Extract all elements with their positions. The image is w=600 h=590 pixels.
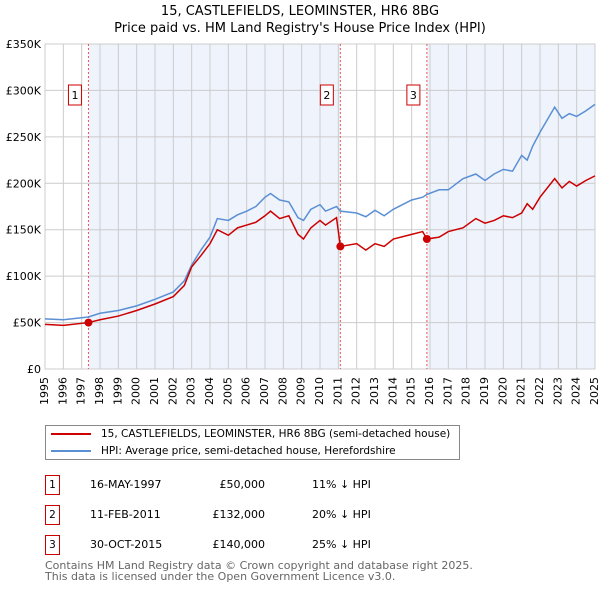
hpi-line [44, 103, 596, 321]
x-tick-label: 2010 [313, 377, 326, 405]
legend-label-property: 15, CASTLEFIELDS, LEOMINSTER, HR6 8BG (s… [101, 428, 451, 440]
legend-label-hpi: HPI: Average price, semi-detached house,… [101, 445, 396, 457]
y-tick-label: £0 [27, 363, 41, 376]
x-tick-label: 2013 [368, 377, 381, 405]
chart-subtitle: Price paid vs. HM Land Registry's House … [114, 21, 486, 36]
y-tick-label: £350K [6, 38, 42, 51]
sale-label-box [67, 84, 82, 106]
x-tick-label: 2015 [405, 377, 418, 405]
legend: 15, CASTLEFIELDS, LEOMINSTER, HR6 8BG (s… [45, 425, 460, 460]
sale-label: 1 [71, 89, 78, 102]
x-tick-label: 2019 [478, 377, 491, 405]
sale-hpi-diff: 11% ↓ HPI [312, 478, 371, 491]
y-tick-label: £50K [13, 317, 42, 330]
sale-point [336, 242, 345, 251]
chart-title: 15, CASTLEFIELDS, LEOMINSTER, HR6 8BG [160, 4, 440, 19]
x-tick-label: 2000 [130, 377, 143, 405]
x-tick-label: 2003 [185, 377, 198, 405]
x-tick-label: 2009 [295, 377, 308, 405]
price-chart: 1995 1996 1997 1998 1999 2000 2001 2002 2003 2004… [6, 38, 600, 405]
sale-row: 1 16-MAY-1997 £50,000 11% ↓ HPI [45, 475, 445, 495]
y-tick-label: £100K [6, 270, 42, 283]
y-tick-label: £150K [6, 224, 42, 237]
y-tick-label: £250K [6, 131, 42, 144]
x-tick-label: 2005 [221, 377, 234, 405]
x-tick-label: 2017 [441, 377, 454, 405]
x-tick-label: 2025 [588, 377, 600, 405]
x-tick-label: 2012 [350, 377, 363, 405]
y-tick-label: £200K [6, 177, 42, 190]
sale-label: 3 [410, 89, 417, 102]
x-tick-label: 1997 [75, 377, 88, 405]
sale-number-box: 1 [45, 475, 60, 495]
x-tick-label: 2014 [386, 377, 399, 405]
x-tick-label: 2018 [460, 377, 473, 405]
x-tick-label: 2023 [551, 377, 564, 405]
sale-label-box [319, 84, 334, 106]
sale-price: £50,000 [219, 478, 266, 491]
sale-label-box [406, 84, 421, 106]
sale-row: 3 30-OCT-2015 £140,000 25% ↓ HPI [45, 535, 445, 555]
legend-swatch-blue [51, 450, 91, 452]
sale-date: 11-FEB-2011 [90, 508, 161, 521]
footer: Contains HM Land Registry data © Crown c… [45, 560, 473, 582]
sale-hpi-diff: 25% ↓ HPI [312, 538, 371, 551]
x-tick-label: 1996 [56, 377, 69, 405]
sale-row: 2 11-FEB-2011 £132,000 20% ↓ HPI [45, 505, 445, 525]
x-tick-label: 2021 [515, 377, 528, 405]
y-tick-label: £300K [6, 84, 42, 97]
x-tick-label: 2006 [240, 377, 253, 405]
sale-label: 2 [323, 89, 330, 102]
x-tick-label: 2011 [331, 377, 344, 405]
plot-border [44, 43, 596, 370]
sale-number-box: 3 [45, 535, 60, 555]
x-tick-label: 2022 [533, 377, 546, 405]
x-tick-label: 2001 [148, 377, 161, 405]
sale-point [422, 235, 431, 243]
x-tick-label: 2007 [258, 377, 271, 405]
x-tick-label: 2016 [423, 377, 436, 405]
sale-number-box: 2 [45, 505, 60, 525]
sale-price: £132,000 [212, 508, 266, 521]
sale-date: 16-MAY-1997 [90, 478, 162, 491]
shaded-period [88, 44, 341, 369]
legend-swatch-red [51, 433, 91, 435]
x-tick-label: 1999 [111, 377, 124, 405]
shaded-period [426, 44, 595, 369]
x-tick-label: 2004 [203, 377, 216, 405]
property-price-line [44, 175, 596, 327]
x-tick-label: 2020 [496, 377, 509, 405]
x-tick-label: 2008 [276, 377, 289, 405]
x-tick-label: 2002 [166, 377, 179, 405]
sale-date: 30-OCT-2015 [90, 538, 163, 551]
footer-line: Contains HM Land Registry data © Crown c… [45, 559, 473, 572]
x-tick-label: 1998 [93, 377, 106, 405]
sale-point [84, 318, 93, 327]
sale-price: £140,000 [212, 538, 266, 551]
x-tick-label: 1995 [38, 377, 51, 405]
sale-hpi-diff: 20% ↓ HPI [312, 508, 371, 521]
footer-line: This data is licensed under the Open Gov… [45, 570, 396, 583]
x-tick-label: 2024 [570, 377, 583, 405]
